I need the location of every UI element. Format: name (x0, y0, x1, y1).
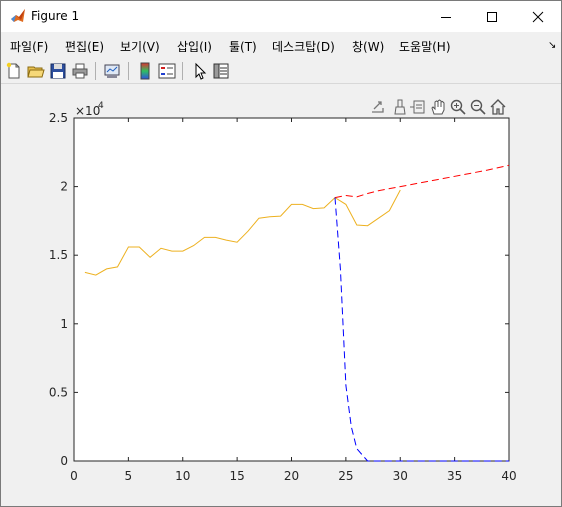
close-icon (532, 11, 544, 23)
x-tick-label: 0 (70, 469, 78, 483)
y-exponent-label: ×10 (75, 104, 100, 118)
menu-dock-arrow[interactable]: ↘ (548, 40, 556, 51)
x-tick-label: 20 (284, 469, 299, 483)
y-tick-label: 1 (60, 317, 68, 331)
y-tick-label: 0 (60, 454, 68, 468)
y-tick-label: 0.5 (49, 385, 68, 399)
x-tick-label: 10 (175, 469, 190, 483)
menu-insert[interactable]: 삽입(I) (177, 38, 212, 55)
edit-plot-arrow-icon[interactable] (189, 61, 209, 81)
axes-box (74, 118, 509, 461)
menu-window[interactable]: 창(W) (352, 38, 384, 55)
x-tick-label: 40 (501, 469, 516, 483)
y-tick-label: 1.5 (49, 248, 68, 262)
minimize-icon (440, 11, 452, 23)
open-file-icon[interactable] (26, 61, 46, 81)
menu-file[interactable]: 파일(F) (10, 38, 48, 55)
new-figure-icon[interactable] (4, 61, 24, 81)
matlab-logo-icon (10, 8, 26, 24)
save-icon[interactable] (48, 61, 68, 81)
x-tick-label: 5 (125, 469, 133, 483)
close-button[interactable] (515, 1, 561, 32)
menu-view[interactable]: 보기(V) (120, 38, 160, 55)
maximize-button[interactable] (469, 1, 515, 32)
x-tick-label: 25 (338, 469, 353, 483)
figure-toolbar (1, 58, 561, 84)
y-tick-label: 2 (60, 180, 68, 194)
toolbar-separator (128, 62, 129, 80)
toolbar-separator (95, 62, 96, 80)
y-tick-label: 2.5 (49, 111, 68, 125)
window-title: Figure 1 (31, 9, 79, 23)
menu-bar: 파일(F) 편집(E) 보기(V) 삽입(I) 툴(T) 데스크탑(D) 창(W… (1, 32, 561, 58)
maximize-icon (486, 11, 498, 23)
menu-edit[interactable]: 편집(E) (65, 38, 104, 55)
x-tick-label: 35 (447, 469, 462, 483)
menu-tools[interactable]: 툴(T) (229, 38, 257, 55)
y-exponent-power: 4 (98, 101, 104, 111)
title-bar: Figure 1 (1, 1, 561, 32)
menu-desktop[interactable]: 데스크탑(D) (272, 38, 335, 55)
toolbar-separator (182, 62, 183, 80)
line-chart[interactable]: 0 5 10 15 20 25 30 35 40 0 0.5 1 1.5 2 2.5 ×10 4 (1, 85, 561, 506)
x-tick-label: 15 (229, 469, 244, 483)
print-icon[interactable] (70, 61, 90, 81)
x-tick-label: 30 (393, 469, 408, 483)
minimize-button[interactable] (423, 1, 469, 32)
property-inspector-icon[interactable] (211, 61, 231, 81)
menu-help[interactable]: 도움말(H) (399, 38, 451, 55)
legend-icon[interactable] (157, 61, 177, 81)
colorbar-icon[interactable] (135, 61, 155, 81)
link-plot-icon[interactable] (102, 61, 122, 81)
